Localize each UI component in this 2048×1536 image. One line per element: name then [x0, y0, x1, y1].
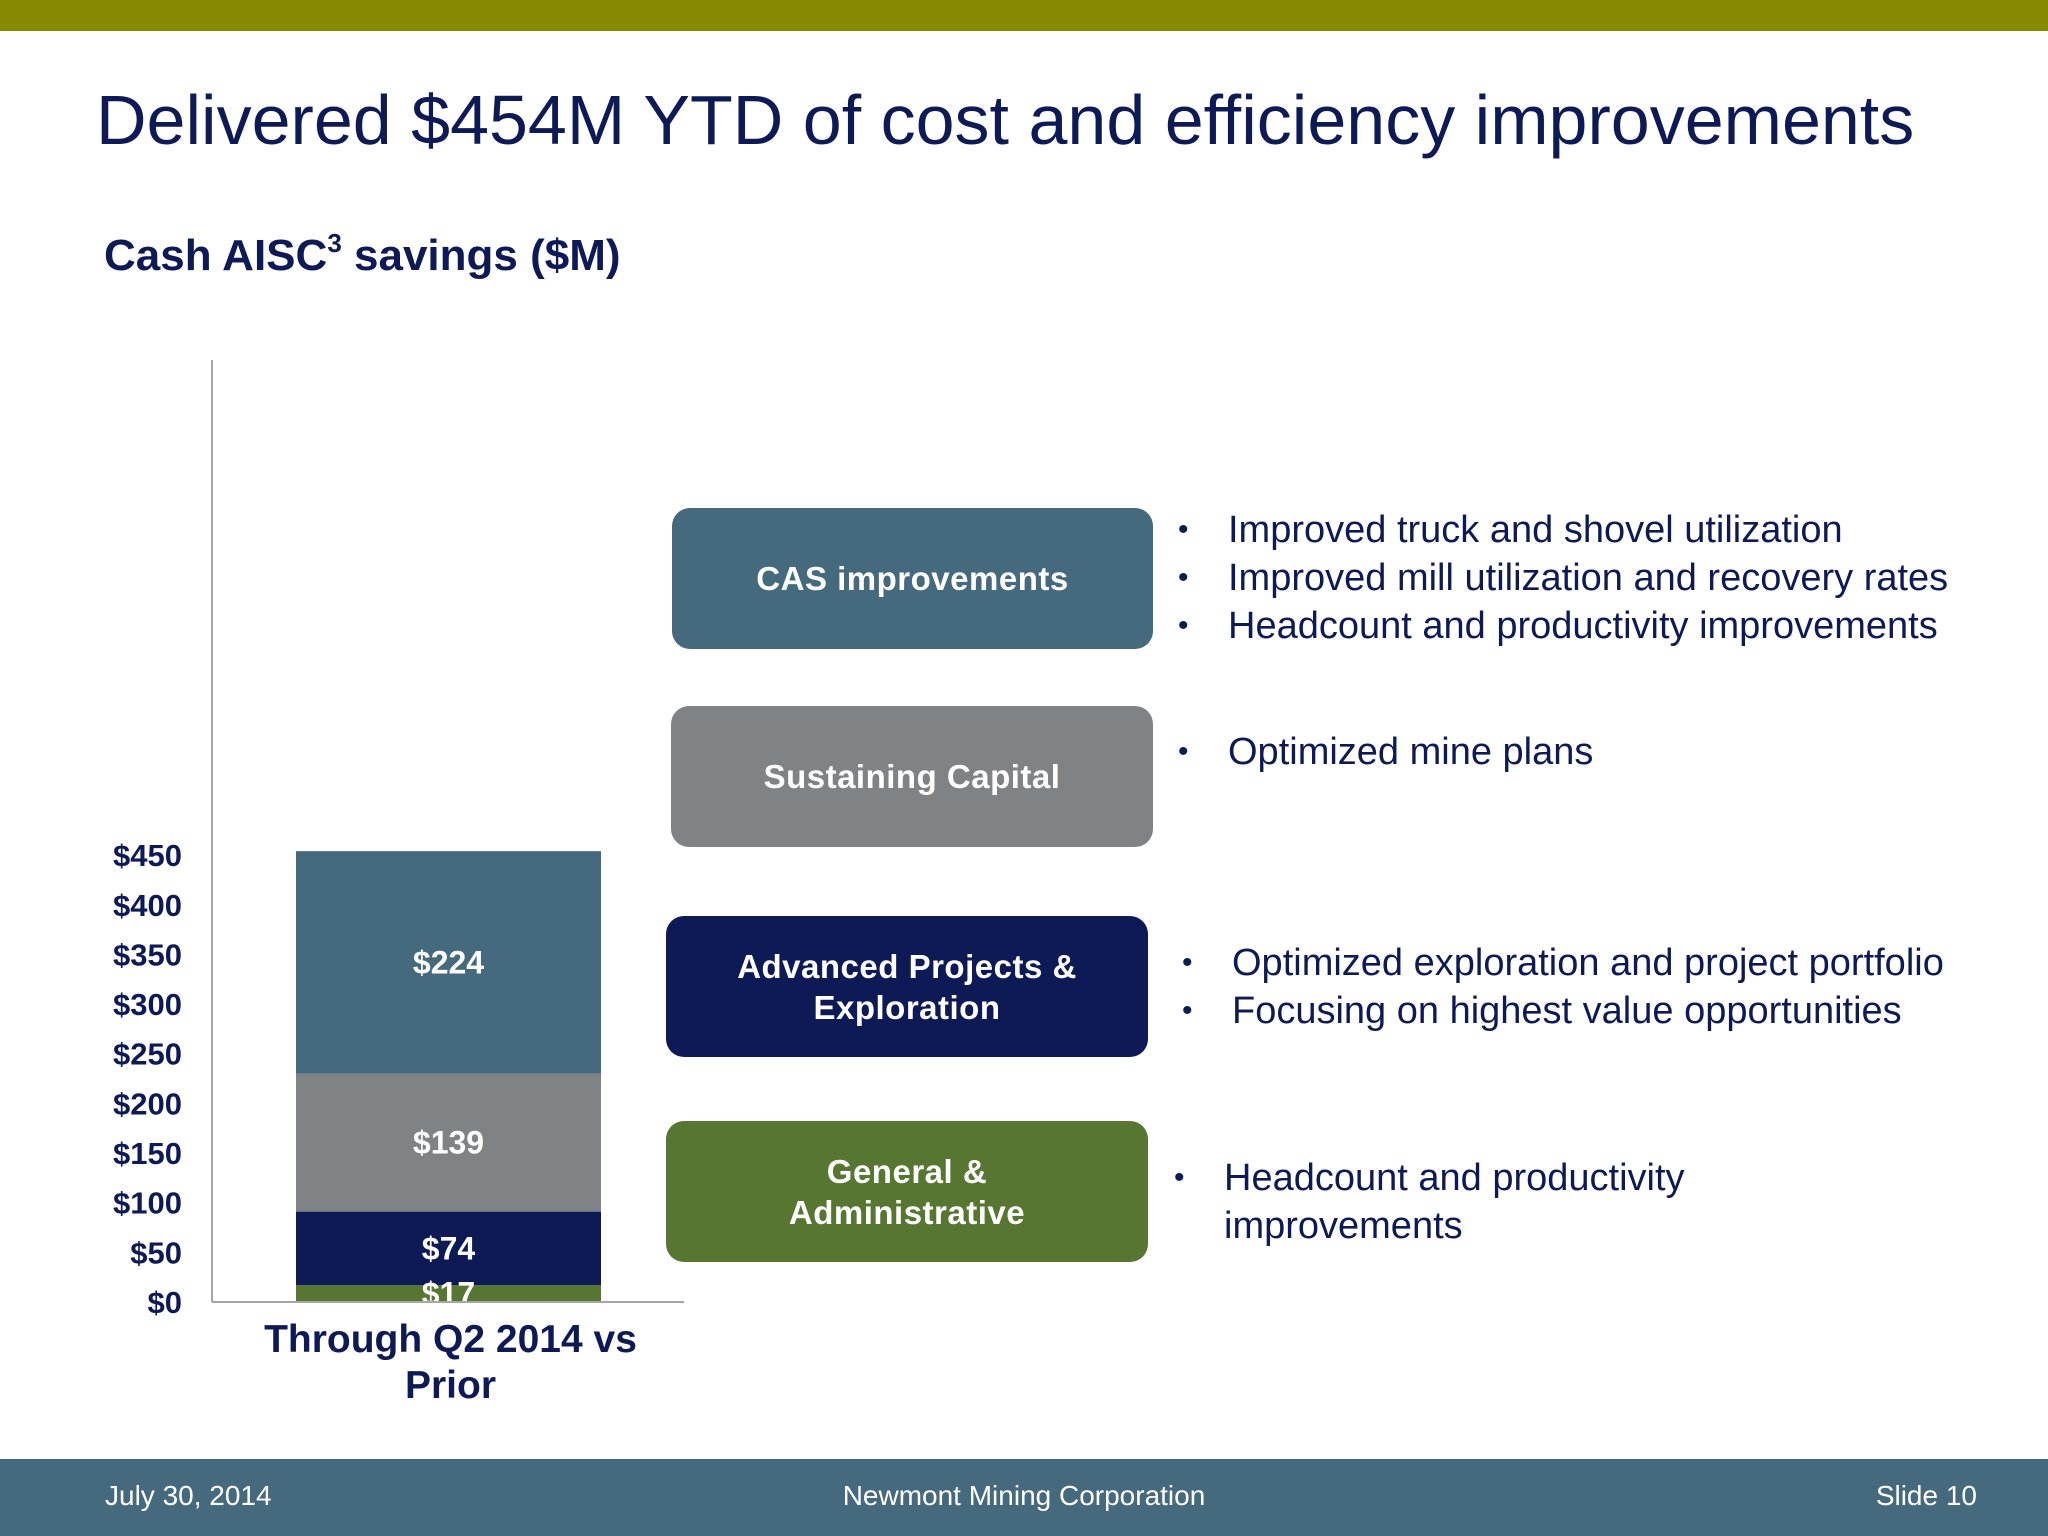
category-box-general-administrative: General & Administrative — [666, 1121, 1148, 1262]
category-box-label: Sustaining Capital — [763, 758, 1061, 795]
list-item: Improved truck and shovel utilization — [1178, 506, 1948, 554]
footer-slide-number: Slide 10 — [1875, 1480, 1977, 1511]
list-item: Focusing on highest value opportunities — [1182, 987, 1944, 1035]
y-tick-label: $300 — [113, 987, 182, 1022]
segment-labels: $17 $74 $139 $224 — [413, 944, 484, 1311]
footer-date: July 30, 2014 — [105, 1480, 272, 1511]
footer-company: Newmont Mining Corporation — [842, 1480, 1206, 1511]
y-tick-label: $350 — [113, 937, 182, 972]
category-box-label: Advanced Projects & Exploration — [737, 947, 1077, 1026]
category-box-label: CAS improvements — [756, 560, 1069, 597]
x-category-label: Through Q2 2014 vs — [264, 1318, 637, 1361]
chart-title-rest: savings ($M) — [341, 231, 621, 280]
bar-value-label: $17 — [422, 1276, 475, 1312]
y-tick-label: $450 — [113, 838, 182, 873]
y-tick-label: $250 — [113, 1037, 182, 1072]
chart-title-footnote: 3 — [327, 228, 342, 258]
general-administrative-bullet-list: Headcount and productivity improvements — [1174, 1154, 1734, 1250]
category-box-label: General & Administrative — [788, 1152, 1026, 1231]
y-axis-labels: $0 $50 $100 $150 $200 $250 $300 $350 $400 $450 — [113, 838, 182, 1320]
cas-bullet-list: Improved truck and shovel utilization Im… — [1178, 506, 1948, 650]
y-tick-label: $200 — [113, 1086, 182, 1121]
bar-segments — [296, 851, 601, 1302]
y-tick-label: $0 — [148, 1285, 182, 1320]
chart-title-main: Cash AISC — [104, 231, 328, 280]
bar-segment — [296, 1211, 601, 1286]
top-accent-band — [0, 0, 2048, 31]
bar-value-label: $224 — [413, 944, 484, 980]
bar-segment — [296, 851, 601, 1074]
advanced-projects-bullet-list: Optimized exploration and project portfo… — [1182, 939, 1944, 1035]
slide-title: Delivered $454M YTD of cost and efficien… — [96, 81, 1915, 159]
bar-value-label: $139 — [413, 1125, 484, 1161]
x-category-label: Prior — [405, 1364, 496, 1407]
list-item: Headcount and productivity improvements — [1174, 1154, 1734, 1250]
y-tick-label: $400 — [113, 888, 182, 923]
list-item: Optimized exploration and project portfo… — [1182, 939, 1944, 987]
y-tick-label: $50 — [130, 1235, 182, 1270]
bar-segment — [296, 1285, 601, 1302]
y-tick-label: $150 — [113, 1136, 182, 1171]
category-box-sustaining-capital: Sustaining Capital — [671, 706, 1153, 847]
list-item: Headcount and productivity improvements — [1178, 602, 1948, 650]
y-tick-label: $100 — [113, 1186, 182, 1221]
footer-bar: July 30, 2014 Newmont Mining Corporation… — [0, 1459, 2048, 1536]
sustaining-capital-bullet-list: Optimized mine plans — [1178, 728, 1593, 776]
category-box-cas: CAS improvements — [672, 508, 1153, 649]
bar-segment — [296, 1073, 601, 1212]
list-item: Optimized mine plans — [1178, 728, 1593, 776]
bar-value-label: $74 — [422, 1230, 476, 1266]
list-item: Improved mill utilization and recovery r… — [1178, 554, 1948, 602]
chart-title: Cash AISC3 savings ($M) — [104, 228, 621, 281]
category-box-advanced-projects: Advanced Projects & Exploration — [666, 916, 1148, 1057]
stacked-bar-chart: $0 $50 $100 $150 $200 $250 $300 $350 $400 $450 $1… — [113, 360, 684, 1407]
